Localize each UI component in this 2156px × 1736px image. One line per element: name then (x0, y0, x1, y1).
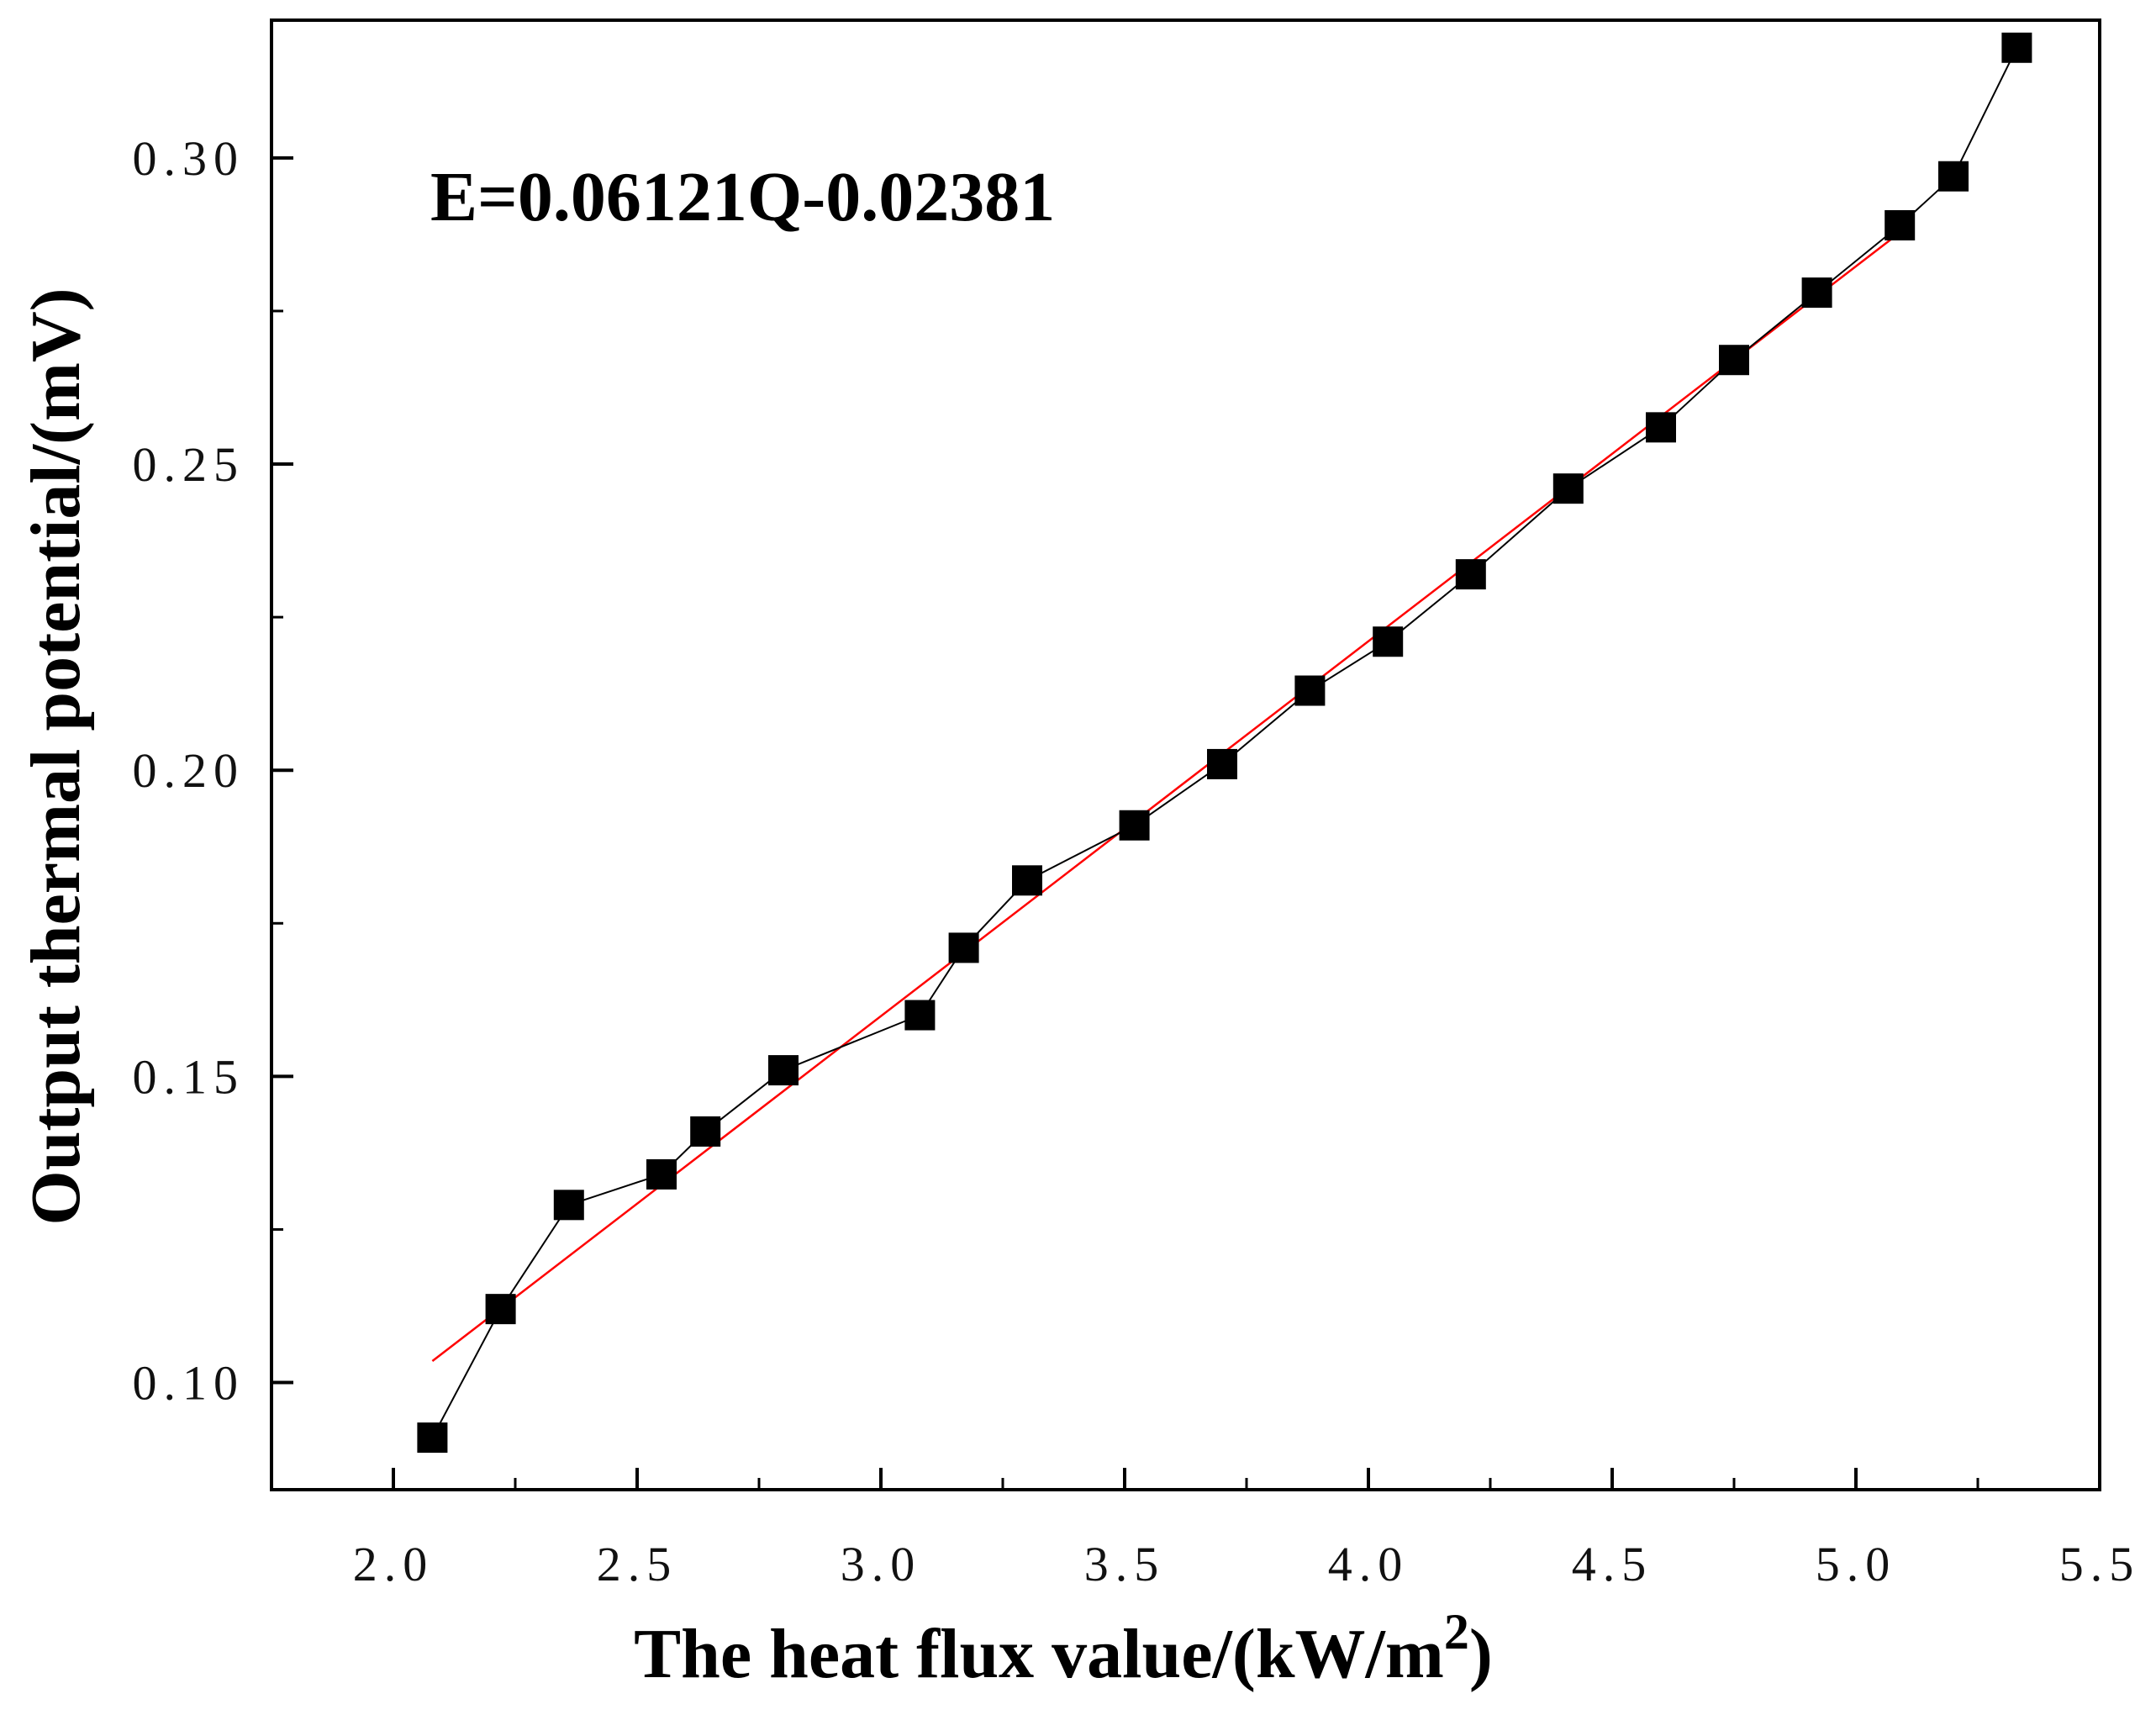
fit-line-layer (431, 235, 1896, 1363)
data-point-marker (1207, 748, 1237, 779)
x-axis-title: The heat flux value/(kW/m2) (634, 1604, 1493, 1693)
plot-frame (270, 18, 2101, 1491)
data-point-marker (417, 1422, 448, 1454)
x-tick-label: 5.0 (1816, 1537, 1897, 1591)
x-tick-label: 3.0 (841, 1537, 922, 1591)
data-point-marker (904, 1000, 936, 1031)
x-axis-title-suffix: ) (1469, 1615, 1493, 1693)
data-point-marker (1012, 865, 1042, 896)
y-axis-title: Output thermal potential/(mV) (17, 288, 95, 1225)
data-point-marker (1294, 675, 1326, 706)
data-point-marker (1719, 345, 1749, 376)
axes: 2.0 2.5 3.0 3.5 4.0 4.5 5.0 5.5 0.10 0.15 0.20 0.25… (133, 18, 2141, 1591)
data-point-marker (1646, 412, 1676, 443)
x-tick-label: 2.0 (353, 1537, 435, 1591)
linear-fit-line (431, 235, 1896, 1363)
fit-equation-annotation: E=0.06121Q-0.02381 (430, 158, 1055, 236)
x-tick-label: 4.5 (1572, 1537, 1653, 1591)
data-point-marker (1885, 209, 1916, 240)
data-point-marker (2001, 32, 2032, 63)
x-tick-label: 2.5 (597, 1537, 678, 1591)
y-tick-label: 0.25 (133, 437, 245, 492)
data-point-marker (485, 1294, 516, 1325)
y-tick-label: 0.20 (133, 743, 245, 798)
x-axis-title-text: The heat flux value/(kW/m (634, 1615, 1444, 1693)
data-point-marker (1119, 810, 1150, 841)
data-point-marker (1552, 473, 1584, 504)
data-point-marker (948, 932, 979, 963)
y-tick-label: 0.10 (133, 1356, 245, 1411)
x-tick-label: 3.5 (1084, 1537, 1166, 1591)
x-tick-label: 4.0 (1328, 1537, 1410, 1591)
y-tick-label: 0.15 (133, 1049, 245, 1104)
data-layer (417, 32, 2032, 1454)
data-point-marker (1455, 559, 1486, 590)
data-point-marker (768, 1055, 799, 1086)
x-axis-title-superscript: 2 (1444, 1604, 1469, 1659)
measured-series-line (431, 47, 2018, 1438)
data-point-marker (1373, 626, 1404, 657)
data-point-marker (646, 1158, 677, 1190)
data-point-marker (1801, 277, 1832, 309)
y-tick-label: 0.30 (133, 131, 245, 186)
x-tick-label: 5.5 (2059, 1537, 2141, 1591)
data-point-marker (1938, 161, 1969, 192)
data-point-marker (553, 1190, 584, 1221)
data-point-marker (690, 1116, 721, 1147)
